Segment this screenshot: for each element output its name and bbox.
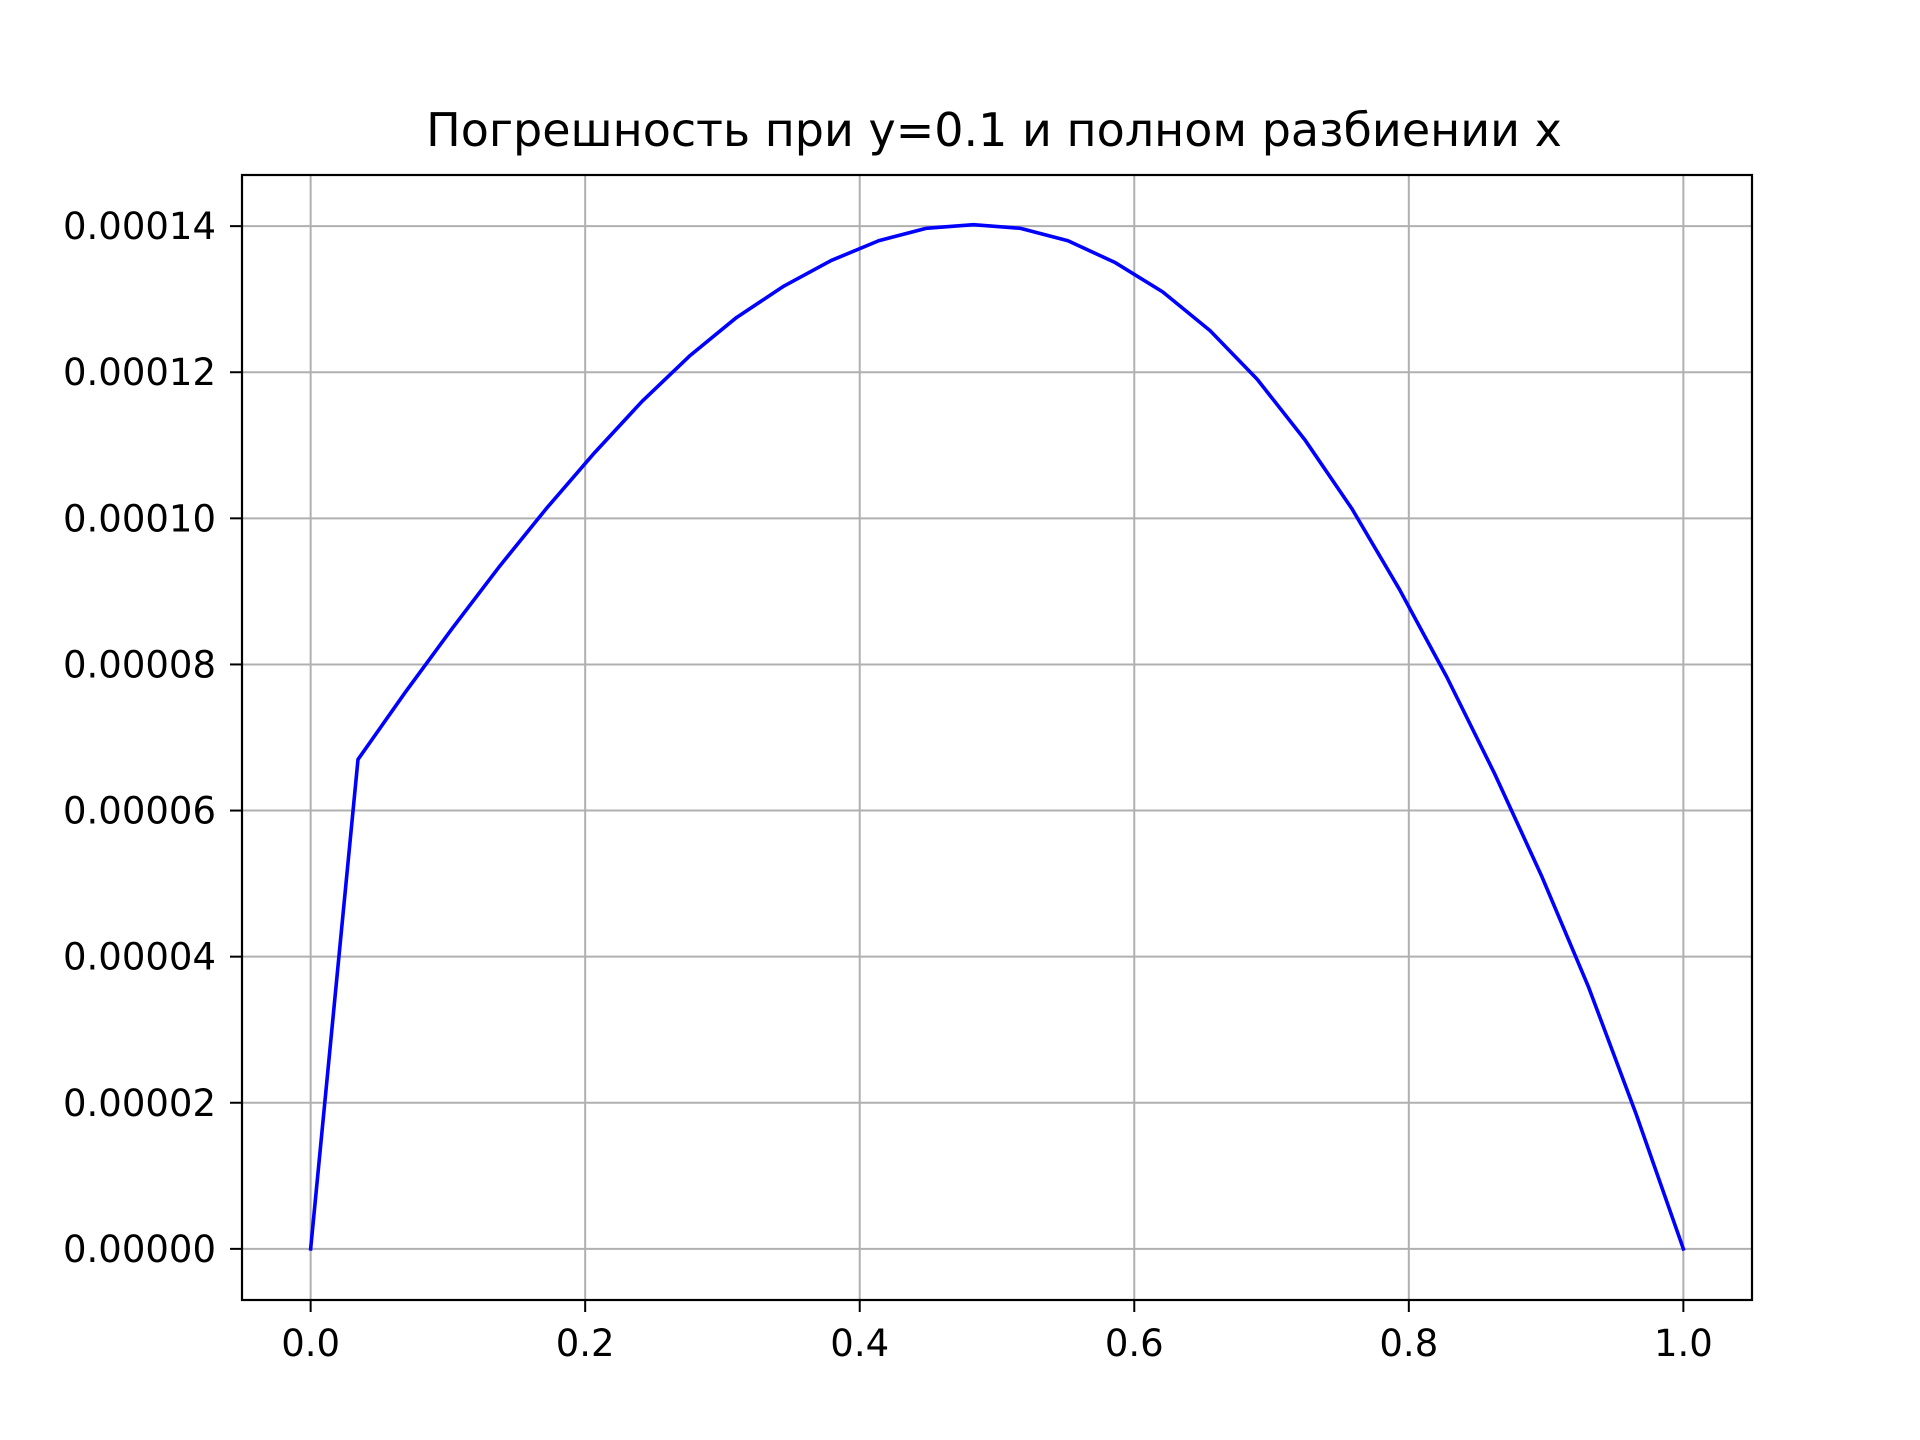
y-axis: 0.00000 0.00002 0.00004 0.00006 0.00008 0.000… [63,205,242,1271]
y-tick-label: 0.00010 [63,497,216,540]
chart-title: Погрешность при y=0.1 и полном разбиении… [426,103,1562,157]
x-tick-label: 1.0 [1654,1322,1713,1365]
y-tick-label: 0.00002 [63,1082,216,1125]
y-tick-label: 0.00008 [63,643,216,686]
x-tick-label: 0.8 [1379,1322,1438,1365]
x-tick-label: 0.6 [1105,1322,1164,1365]
y-tick-label: 0.00000 [63,1228,216,1271]
plot-area-frame [240,173,1754,1302]
y-tick-label: 0.00004 [63,936,216,979]
series-layer [308,222,1686,1252]
y-tick-label: 0.00012 [63,351,216,394]
x-tick-label: 0.4 [830,1322,889,1365]
x-axis: 0.0 0.2 0.4 0.6 0.8 1.0 [281,1300,1713,1365]
series-line [308,222,1686,1252]
y-tick-label: 0.00014 [63,205,216,248]
x-tick-label: 0.0 [281,1322,340,1365]
x-tick-label: 0.2 [556,1322,615,1365]
y-tick-label: 0.00006 [63,790,216,833]
